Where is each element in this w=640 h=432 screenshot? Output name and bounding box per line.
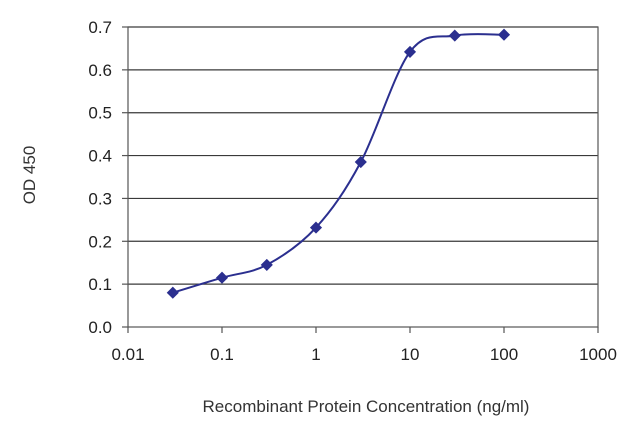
x-tick-label: 0.1 xyxy=(210,345,234,364)
y-tick-label: 0.3 xyxy=(88,189,112,208)
y-axis-title: OD 450 xyxy=(20,146,39,205)
x-tick-label: 1000 xyxy=(579,345,617,364)
y-tick-label: 0.7 xyxy=(88,18,112,37)
y-tick-label: 0.1 xyxy=(88,275,112,294)
data-point-marker xyxy=(260,258,273,271)
x-tick-label: 100 xyxy=(490,345,518,364)
y-tick-label: 0.0 xyxy=(88,318,112,337)
y-tick-label: 0.4 xyxy=(88,147,112,166)
data-point-marker xyxy=(497,28,511,41)
x-tick-label: 10 xyxy=(401,345,420,364)
tick-marks xyxy=(122,26,599,333)
data-point-marker xyxy=(403,45,417,58)
data-point-marker xyxy=(215,271,229,284)
x-tick-label: 0.01 xyxy=(111,345,144,364)
data-point-marker xyxy=(166,286,179,299)
y-tick-label: 0.6 xyxy=(88,61,112,80)
x-tick-label: 1 xyxy=(311,345,320,364)
x-axis-title: Recombinant Protein Concentration (ng/ml… xyxy=(203,397,530,416)
data-point-marker xyxy=(448,29,461,42)
data-points xyxy=(166,28,511,299)
y-tick-label: 0.5 xyxy=(88,104,112,123)
series-line xyxy=(172,33,505,294)
y-tick-label: 0.2 xyxy=(88,232,112,251)
data-point-marker xyxy=(309,221,323,234)
data-point-marker xyxy=(354,155,367,169)
y-tick-labels: 0.0 0.1 0.2 0.3 0.4 0.5 0.6 0.7 xyxy=(88,18,112,337)
plot-area xyxy=(127,26,599,328)
x-tick-labels: 0.01 0.1 1 10 100 1000 xyxy=(111,345,616,364)
